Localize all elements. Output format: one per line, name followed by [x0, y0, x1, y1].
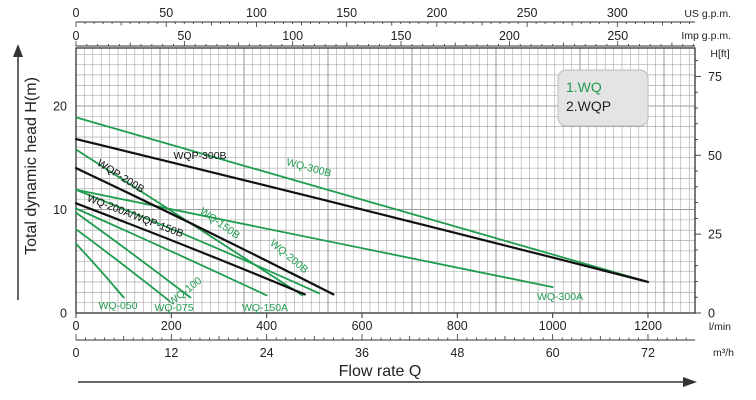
x-tick-label-m3h: 24	[260, 346, 274, 360]
x-tick-label-us-gpm: 100	[246, 6, 267, 20]
legend-entry-wqp: 2.WQP	[566, 98, 611, 114]
x-tick-label-us-gpm: 300	[607, 6, 628, 20]
x-tick-label-m3h: 48	[450, 346, 464, 360]
ft-unit-label: H[ft]	[710, 48, 729, 60]
legend-box	[557, 69, 649, 127]
curve-label-wq-300b: WQ-300B	[285, 156, 333, 180]
curve-wq-300b	[75, 116, 649, 283]
x-tick-label-us-gpm: 50	[159, 6, 173, 20]
plot-frame	[75, 47, 696, 314]
x-tick-label-imp-gpm: 100	[282, 29, 303, 43]
m3h-unit-label: m³/h	[713, 347, 734, 359]
y-tick-label-ft: 50	[708, 149, 722, 163]
x-tick-label-lmin: 800	[447, 319, 468, 333]
curve-label-wq-200b: WQ-200B	[267, 237, 310, 276]
y-tick-label-m: 20	[53, 100, 67, 114]
x-tick-label-lmin: 600	[352, 319, 373, 333]
x-tick-label-imp-gpm: 200	[499, 29, 520, 43]
y-axis-arrow-head	[13, 44, 23, 57]
curve-label-wq-300a: WQ-300A	[537, 291, 583, 303]
y-tick-label-ft: 75	[708, 70, 722, 84]
curve-wq-200a-wqp-150b	[74, 202, 306, 296]
x-tick-label-us-gpm: 150	[336, 6, 357, 20]
x-tick-label-lmin: 400	[256, 319, 277, 333]
curve-wq-200b	[75, 188, 320, 295]
y-tick-label-ft: 25	[708, 228, 722, 242]
curve-label-wqp-300b: WQP-300B	[173, 150, 226, 162]
curve-wq-050	[75, 242, 125, 299]
x-tick-label-m3h: 72	[641, 346, 655, 360]
y-tick-label-m: 0	[60, 307, 67, 321]
x-tick-label-lmin: 1000	[539, 319, 567, 333]
curve-wq-300a	[75, 188, 554, 288]
curve-label-wq-050: WQ-050	[98, 300, 137, 312]
x-tick-label-lmin: 1200	[634, 319, 662, 333]
x-tick-label-us-gpm: 250	[517, 6, 538, 20]
curve-label-wq-075: WQ-075	[154, 302, 193, 314]
curve-wqp-300b	[74, 138, 650, 283]
x-tick-label-us-gpm: 0	[73, 6, 80, 20]
x-tick-label-m3h: 12	[164, 346, 178, 360]
curve-wq-100	[75, 211, 192, 299]
curve-wq-075	[75, 228, 170, 302]
x-tick-label-lmin: 0	[73, 319, 80, 333]
imp-gpm-unit-label: Imp g.p.m.	[681, 30, 731, 42]
x-tick-label-m3h: 60	[546, 346, 560, 360]
x-tick-label-imp-gpm: 150	[391, 29, 412, 43]
x-tick-label-lmin: 200	[161, 319, 182, 333]
x-tick-label-m3h: 36	[355, 346, 369, 360]
curve-label-wq-200a-wqp-150b: WQ-200A/WQP-150B	[85, 192, 185, 240]
x-tick-label-imp-gpm: 0	[73, 29, 80, 43]
x-tick-label-m3h: 0	[73, 346, 80, 360]
curves	[74, 116, 650, 302]
curve-wqp-200b	[74, 167, 335, 296]
us-gpm-unit-label: US g.p.m.	[684, 8, 731, 20]
x-tick-label-imp-gpm: 250	[607, 29, 628, 43]
y-axis-title: Total dynamic head H(m)	[23, 77, 40, 255]
x-tick-label-imp-gpm: 50	[177, 29, 191, 43]
x-axis-title: Flow rate Q	[339, 363, 422, 380]
curve-label-wq-150a: WQ-150A	[242, 302, 288, 314]
y-tick-label-ft: 0	[708, 307, 715, 321]
legend-entry-wq: 1.WQ	[566, 79, 602, 95]
x-axis-arrow-head	[683, 377, 697, 387]
x-tick-label-us-gpm: 200	[426, 6, 447, 20]
lmin-unit-label: l/min	[709, 321, 731, 333]
y-tick-label-m: 10	[53, 203, 67, 217]
legend: 1.WQ 2.WQP	[557, 69, 649, 127]
curve-wq-150a	[75, 207, 268, 297]
